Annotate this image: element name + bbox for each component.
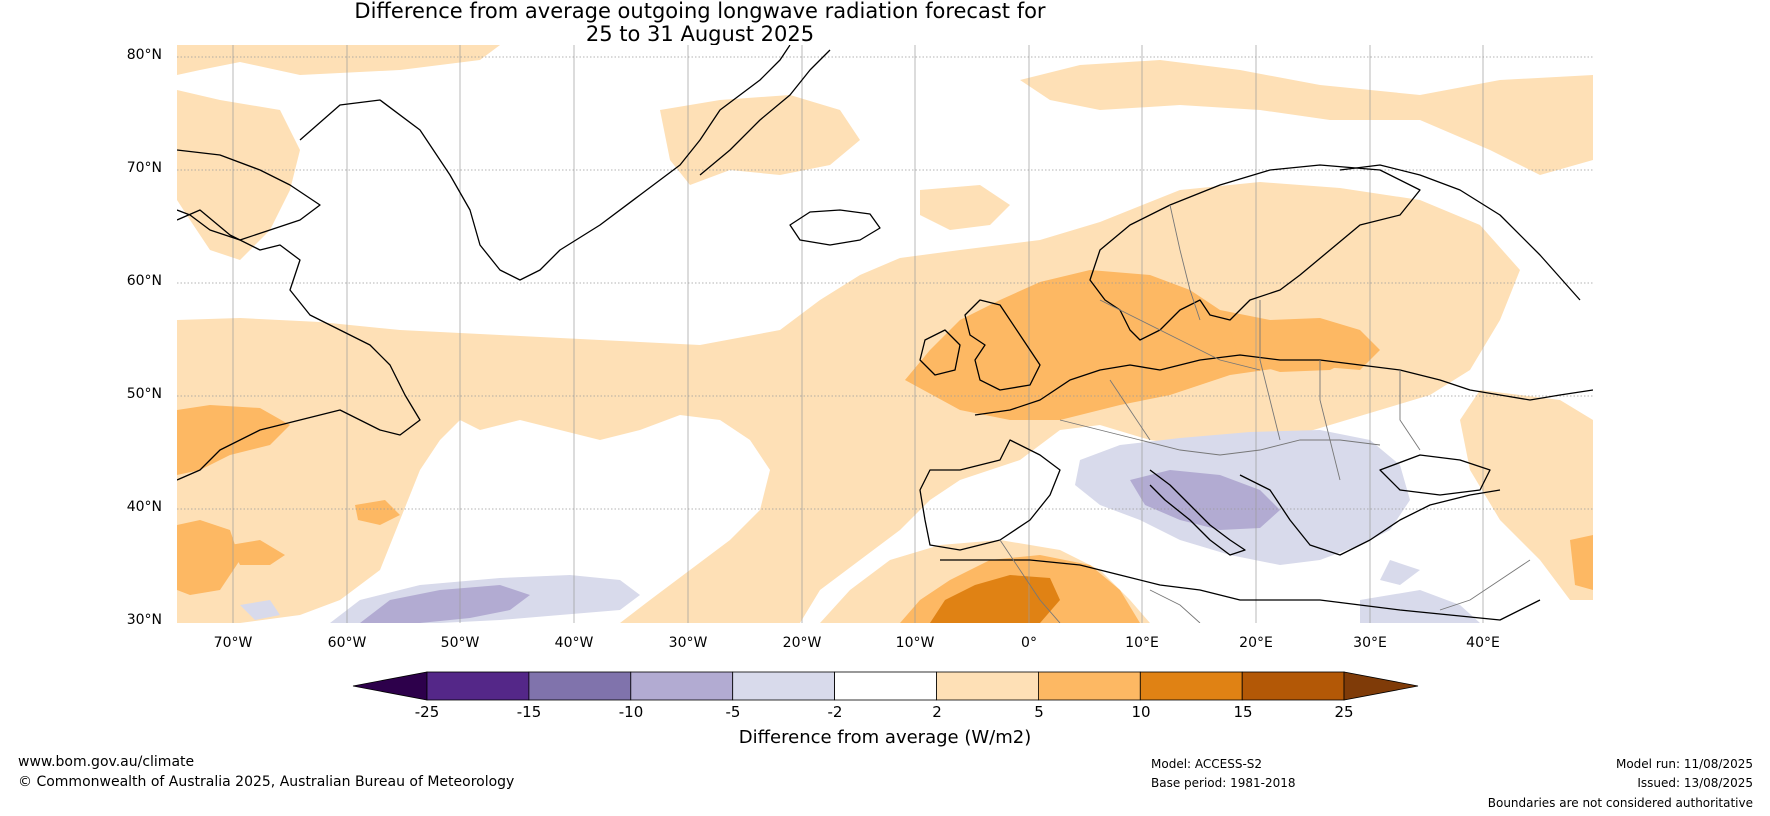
colorbar-over-arrow bbox=[1343, 671, 1419, 701]
baffin-coast bbox=[177, 149, 321, 241]
colorbar bbox=[352, 671, 1419, 701]
copyright-text: © Commonwealth of Australia 2025, Austra… bbox=[18, 774, 515, 790]
colorbar-tick-label: 25 bbox=[1334, 703, 1354, 721]
anomaly-italy bbox=[1130, 470, 1280, 530]
colorbar-bin bbox=[1038, 671, 1141, 701]
chart-title-line2: 25 to 31 August 2025 bbox=[585, 22, 815, 46]
colorbar-tick-label: -15 bbox=[516, 703, 542, 721]
continent-coast bbox=[974, 354, 1593, 416]
anomaly-arctic-east bbox=[1020, 60, 1593, 175]
lon-label-70w: 70°W bbox=[213, 635, 253, 651]
colorbar-tick-label: -25 bbox=[414, 703, 440, 721]
anomaly-balkans-south bbox=[1380, 560, 1420, 585]
lat-label-50n: 50°N bbox=[126, 386, 162, 402]
greenland-east-coast bbox=[699, 49, 831, 176]
lon-label-60w: 60°W bbox=[327, 635, 367, 651]
anomaly-atlantic-west bbox=[177, 520, 240, 595]
base-period-info: Base period: 1981-2018 bbox=[1151, 776, 1296, 790]
iberia-coast bbox=[919, 439, 1061, 551]
anomaly-baltic bbox=[1230, 320, 1360, 372]
colorbar-bin bbox=[426, 671, 530, 701]
anomaly-sw-corner bbox=[240, 600, 280, 620]
iceland-coast bbox=[789, 209, 881, 246]
colorbar-bin bbox=[1241, 671, 1345, 701]
colorbar-bins bbox=[426, 671, 1345, 701]
anomaly-greenland-sea bbox=[660, 95, 860, 185]
latitude-lines bbox=[177, 56, 1593, 510]
black-sea-coast bbox=[1379, 454, 1491, 496]
anomaly-med-east-spot bbox=[1570, 535, 1593, 590]
russia-north-coast bbox=[1339, 164, 1581, 301]
colorbar-tick-label: 5 bbox=[1034, 703, 1044, 721]
anomaly-sahara-core bbox=[930, 575, 1060, 623]
anomaly-iceland-east bbox=[920, 185, 1010, 230]
canada-coast bbox=[177, 209, 421, 481]
anomaly-atlantic-spot2 bbox=[355, 500, 400, 525]
lon-label-40e: 40°E bbox=[1466, 635, 1500, 651]
colorbar-bin bbox=[1139, 671, 1243, 701]
lon-label-40w: 40°W bbox=[554, 635, 594, 651]
lon-label-50w: 50°W bbox=[440, 635, 480, 651]
colorbar-bin bbox=[630, 671, 734, 701]
anomaly-field bbox=[177, 45, 1593, 623]
disclaimer-text: Boundaries are not considered authoritat… bbox=[1487, 796, 1753, 810]
anomaly-atlantic-spot bbox=[230, 540, 285, 565]
colorbar-tick-label: 15 bbox=[1233, 703, 1253, 721]
anomaly-minus5-to-minus10-regions bbox=[360, 470, 1280, 623]
lon-label-10w: 10°W bbox=[895, 635, 935, 651]
anomaly-far-north-band bbox=[177, 45, 500, 75]
colorbar-bin bbox=[834, 671, 937, 701]
colorbar-bin bbox=[732, 671, 836, 701]
colorbar-bin bbox=[528, 671, 632, 701]
issued-info: Issued: 13/08/2025 bbox=[1637, 776, 1753, 790]
lat-label-40n: 40°N bbox=[126, 499, 162, 515]
colorbar-tick-label: -5 bbox=[725, 703, 741, 721]
colorbar-under-arrow bbox=[352, 671, 428, 701]
italy-coast bbox=[1149, 469, 1246, 556]
colorbar-tick-label: 10 bbox=[1131, 703, 1151, 721]
balkans-coast bbox=[1239, 474, 1501, 556]
north-africa-coast bbox=[940, 559, 1541, 621]
website-link[interactable]: www.bom.gov.au/climate bbox=[18, 754, 195, 770]
model-run-info: Model run: 11/08/2025 bbox=[1615, 757, 1753, 771]
colorbar-title: Difference from average (W/m2) bbox=[738, 727, 1032, 748]
anomaly-newfoundland bbox=[177, 405, 290, 475]
anomaly-10-to-15-regions bbox=[930, 575, 1060, 623]
national-borders bbox=[999, 204, 1531, 623]
colorbar-tick-label: 2 bbox=[932, 703, 942, 721]
anomaly-north-canada bbox=[177, 90, 300, 260]
coastlines bbox=[177, 45, 1593, 621]
lon-label-30e: 30°E bbox=[1353, 635, 1387, 651]
colorbar-tick-label: -2 bbox=[827, 703, 843, 721]
greenland-coast bbox=[299, 45, 791, 281]
anomaly-western-europe bbox=[905, 270, 1380, 420]
anomaly-atlantic-purple bbox=[360, 585, 530, 623]
ireland-coast bbox=[919, 329, 961, 376]
scandinavia-coast bbox=[1089, 164, 1421, 341]
anomaly-east-med bbox=[1460, 390, 1593, 600]
lon-label-20w: 20°W bbox=[782, 635, 822, 651]
colorbar-bin bbox=[936, 671, 1039, 701]
colorbar-tick-label: -10 bbox=[618, 703, 644, 721]
lon-label-0: 0° bbox=[1021, 635, 1037, 651]
lat-label-70n: 70°N bbox=[126, 160, 162, 176]
lon-label-30w: 30°W bbox=[668, 635, 708, 651]
model-info: Model: ACCESS-S2 bbox=[1151, 757, 1263, 771]
lat-label-60n: 60°N bbox=[126, 273, 162, 289]
lon-label-10e: 10°E bbox=[1125, 635, 1159, 651]
britain-coast bbox=[964, 299, 1041, 391]
lon-label-20e: 20°E bbox=[1239, 635, 1273, 651]
lat-label-80n: 80°N bbox=[126, 47, 162, 63]
chart-title-line1: Difference from average outgoing longwav… bbox=[354, 0, 1046, 23]
lat-label-30n: 30°N bbox=[126, 612, 162, 628]
